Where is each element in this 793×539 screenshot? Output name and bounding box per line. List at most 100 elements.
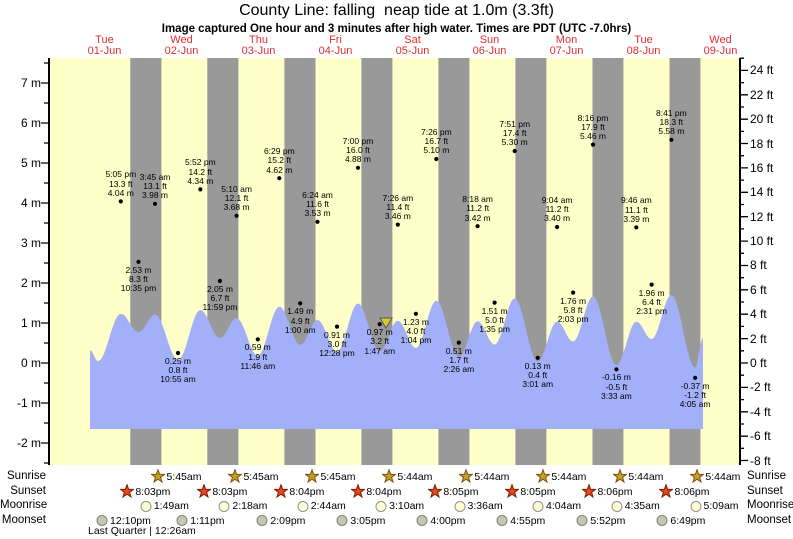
y-axis-left-label: 6 m — [20, 116, 41, 130]
low-tide-annotation: 1.76 m 5.8 ft 2:03 pm — [557, 295, 589, 324]
sunrise-row-label-left: Sunrise — [7, 470, 46, 482]
tide-extreme-dot — [512, 148, 517, 154]
day-label: Sun 06-Jun — [472, 34, 507, 57]
low-tide-annotation: 0.25 m 0.8 ft 10:55 am — [160, 356, 196, 385]
sunrise-time: 5:44am — [628, 470, 664, 483]
tide-extreme-dot — [475, 224, 480, 229]
day-label: Wed 09-Jun — [703, 34, 738, 57]
high-tide-annotation: 9:04 am 11.2 ft 3.40 m — [541, 195, 573, 224]
high-tide-annotation: 5:10 am 12.1 ft 3.68 m — [221, 183, 252, 213]
sunset-event: 8:03pm — [120, 484, 170, 499]
tide-extreme-dot — [377, 322, 382, 327]
sunrise-event: 5:44am — [382, 469, 432, 484]
moonrise-row-label-right: Moonrise — [747, 499, 793, 511]
tide-extreme-dot — [217, 278, 222, 284]
day-label: Tue 08-Jun — [626, 34, 661, 57]
sunset-event: 8:04pm — [351, 484, 401, 499]
sunset-time: 8:05pm — [443, 485, 479, 498]
low-tide-annotation: 1.23 m 4.0 ft 1:04 pm — [400, 316, 432, 346]
moonset-time: 6:49pm — [670, 514, 706, 527]
tide-extreme-dot — [175, 350, 181, 356]
y-axis-left-label: 7 m — [20, 76, 41, 90]
sunrise-icon — [382, 469, 397, 484]
high-tide-annotation: 8:16 pm 17.9 ft 5.46 m — [577, 112, 609, 141]
sunset-row-label-right: Sunset — [747, 485, 783, 497]
low-tide-annotation: 0.13 m 0.4 ft 3:01 am — [522, 360, 554, 390]
low-tide-annotation: 2.05 m 6.7 ft 11:59 pm — [202, 284, 238, 313]
y-axis-left-label: 3 m — [20, 236, 41, 250]
y-axis-right-label: 6 ft — [750, 282, 767, 297]
sunrise-event: 5:45am — [228, 469, 278, 484]
moonset-time: 4:00pm — [430, 514, 466, 527]
moonset-icon — [256, 515, 268, 526]
tide-extreme-dot — [535, 355, 540, 360]
sunrise-event: 5:45am — [151, 469, 201, 484]
sunrise-event: 5:44am — [536, 469, 586, 484]
moonrise-event: 3:36am — [453, 499, 503, 514]
moonset-time: 3:05pm — [350, 514, 386, 527]
moonrise-icon — [532, 500, 544, 512]
sunset-time: 8:03pm — [135, 485, 171, 498]
moonrise-event: 5:09am — [689, 499, 739, 514]
chart-title: County Line: falling neap tide at 1.0m (… — [239, 2, 554, 19]
y-axis-right-label: 20 ft — [750, 112, 774, 127]
y-axis-right-label: -2 ft — [750, 380, 771, 395]
y-axis-right-label: 16 ft — [750, 160, 774, 175]
high-tide-annotation: 8:41 pm 18.3 ft 5.58 m — [655, 107, 687, 137]
sunset-time: 8:04pm — [289, 485, 325, 498]
tide-extreme-dot — [434, 156, 439, 162]
moonset-event: 2:09pm — [255, 513, 305, 528]
day-label: Tue 01-Jun — [87, 34, 122, 57]
sunset-time: 8:06pm — [597, 485, 633, 498]
tide-extreme-dot — [492, 300, 497, 305]
moonset-time: 5:52pm — [590, 514, 626, 527]
moonrise-event: 2:18am — [217, 499, 267, 514]
moonset-icon — [656, 515, 668, 526]
low-tide-annotation: 0.51 m 1.7 ft 2:26 am — [443, 345, 475, 374]
sunrise-icon — [459, 469, 474, 484]
sunset-icon — [120, 484, 135, 499]
sunrise-icon — [690, 469, 705, 484]
high-tide-annotation: 5:52 pm 14.2 ft 4.34 m — [184, 157, 216, 186]
moonrise-icon — [611, 500, 623, 512]
moon-phase-note: Last Quarter | 12:26am — [88, 525, 196, 537]
moonset-time: 2:09pm — [270, 514, 306, 527]
tide-extreme-dot — [571, 290, 576, 295]
sunset-icon — [351, 484, 366, 499]
tide-extreme-dot — [395, 222, 400, 227]
moonset-row-label-right: Moonset — [747, 514, 792, 526]
moonrise-icon — [140, 500, 152, 512]
moonset-event: 3:05pm — [335, 513, 385, 528]
sunset-icon — [582, 484, 597, 499]
sunrise-time: 5:45am — [166, 470, 202, 483]
sunset-icon — [428, 484, 443, 499]
low-tide-annotation: 0.91 m 3.0 ft 12:28 pm — [319, 329, 355, 358]
sunset-event: 8:05pm — [428, 484, 478, 499]
sunrise-icon — [151, 469, 166, 484]
sunrise-icon — [305, 469, 320, 484]
moonrise-icon — [454, 500, 466, 512]
moonset-icon — [336, 515, 348, 526]
tide-extreme-dot — [298, 301, 303, 306]
tide-extreme-dot — [649, 282, 654, 287]
moonrise-icon — [297, 500, 309, 512]
day-label: Sat 05-Jun — [395, 34, 430, 57]
sunset-icon — [197, 484, 212, 499]
moonrise-event: 4:04am — [531, 499, 581, 514]
low-tide-annotation: 0.97 m 3.2 ft 1:47 am — [364, 327, 396, 356]
high-tide-annotation: 6:29 pm 15.2 ft 4.62 m — [263, 146, 295, 175]
y-axis-right-label: -4 ft — [750, 404, 771, 419]
y-axis-right-label: 18 ft — [750, 136, 774, 151]
moonset-time: 1:11pm — [190, 514, 225, 527]
tide-extreme-dot — [255, 337, 260, 342]
low-tide-annotation: 1.51 m 5.0 ft 1:35 pm — [479, 305, 510, 334]
moonrise-time: 3:10am — [389, 500, 425, 512]
moonset-event: 4:55pm — [495, 513, 545, 528]
y-axis-right-label: 12 ft — [750, 209, 774, 224]
sunrise-event: 5:45am — [305, 469, 355, 484]
tide-extreme-dot — [413, 311, 418, 316]
moonrise-event: 4:35am — [610, 499, 660, 514]
